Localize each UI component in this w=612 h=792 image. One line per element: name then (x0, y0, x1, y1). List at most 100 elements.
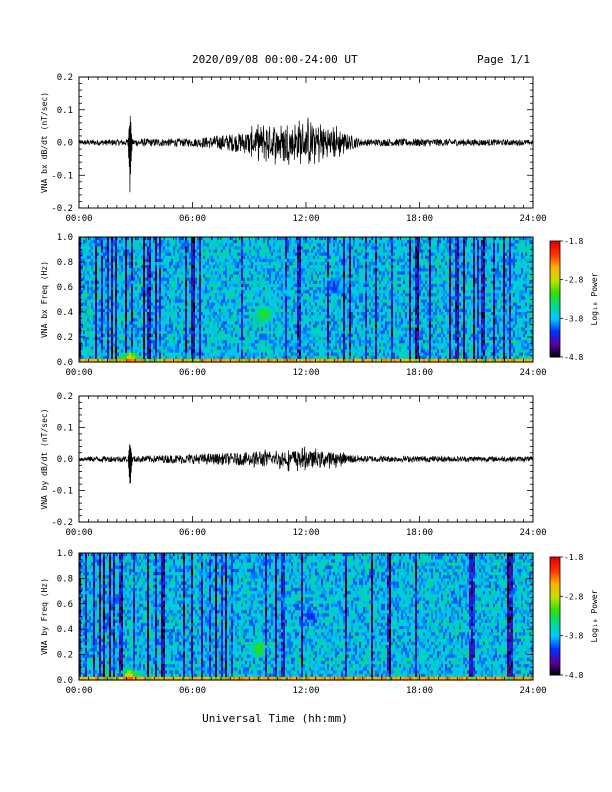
spectrogram-cell (87, 296, 90, 301)
spectrogram-cell (91, 327, 94, 332)
spectrogram-cell (127, 262, 130, 266)
spectrogram-cell (121, 308, 124, 313)
spectrogram-cell (81, 340, 84, 344)
spectrogram-cell (131, 315, 134, 319)
spectrogram-cell (97, 321, 100, 326)
spectrogram-cell (125, 321, 128, 326)
spectrogram-cell (117, 358, 120, 363)
spectrogram-cell (133, 312, 136, 316)
spectrogram-cell (135, 352, 138, 357)
spectrogram-cell (115, 315, 118, 319)
spectrogram-cell (97, 265, 100, 269)
spectrogram-cell (115, 287, 118, 291)
spectrogram-cell (111, 287, 114, 291)
spectrogram-cell (97, 268, 100, 272)
spectrogram-cell (133, 274, 136, 279)
spectrogram-cell (133, 246, 136, 251)
spectrogram-cell (105, 296, 108, 301)
spectrogram-cell (105, 308, 108, 313)
spectrogram-cell (93, 283, 96, 288)
spectrogram-cell (85, 299, 88, 304)
spectrogram-cell (103, 237, 106, 241)
spectrogram-cell (109, 283, 112, 288)
spectrogram-cell (89, 274, 92, 279)
spectrogram-cell (101, 287, 104, 291)
spectrogram-cell (97, 249, 100, 254)
spectrogram-cell (113, 271, 116, 276)
spectrogram-cell (91, 240, 94, 244)
spectrogram-cell (119, 255, 122, 260)
spectrogram-cell (95, 296, 98, 301)
spectrogram-cell (105, 324, 108, 329)
spectrogram-cell (109, 321, 112, 326)
spectrogram-cell (123, 349, 126, 354)
spectrogram-cell (117, 258, 120, 263)
spectrogram-cell (121, 324, 124, 329)
spectrogram-cell (99, 352, 102, 357)
spectrogram-cell (105, 237, 108, 241)
spectrogram-cell (79, 327, 82, 332)
spectrogram-cell (131, 355, 134, 360)
spectrogram-cell (125, 302, 128, 307)
spectrogram-cell (83, 240, 86, 244)
spectrogram-cell (83, 302, 86, 307)
spectrogram-cell (133, 249, 136, 254)
spectrogram-cell (83, 343, 86, 347)
spectrogram-cell (131, 346, 134, 351)
spectrogram-cell (93, 249, 96, 254)
spectrogram-cell (131, 287, 134, 291)
spectrogram-cell (103, 358, 106, 363)
spectrogram-cell (115, 343, 118, 347)
spectrogram-cell (131, 262, 134, 266)
spectrogram-cell (115, 312, 118, 316)
spectrogram-cell (87, 321, 90, 326)
spectrogram-cell (129, 255, 132, 260)
spectrogram-cell (101, 318, 104, 322)
spectrogram-cell (133, 293, 136, 297)
spectrogram-cell (95, 302, 98, 307)
spectrogram-cell (107, 246, 110, 251)
spectrogram-cell (109, 315, 112, 319)
spectrogram-cell (91, 274, 94, 279)
spectrogram-cell (97, 355, 100, 360)
spectrogram-cell (109, 305, 112, 310)
spectrogram-cell (103, 302, 106, 307)
spectrogram-cell (119, 283, 122, 288)
spectrogram-cell (81, 290, 84, 294)
spectrogram-cell (127, 330, 130, 335)
spectrogram-cell (89, 283, 92, 288)
spectrogram-cell (95, 271, 98, 276)
spectrogram-cell (79, 349, 82, 354)
spectrogram-cell (113, 330, 116, 335)
spectrogram-cell (113, 312, 116, 316)
spectrogram-cell (85, 312, 88, 316)
spectrogram-cell (111, 262, 114, 266)
spectrogram-cell (123, 315, 126, 319)
spectrogram-cell (105, 312, 108, 316)
spectrogram-cell (79, 243, 82, 247)
spectrogram-cell (121, 274, 124, 279)
spectrogram-cell (117, 352, 120, 357)
spectrogram-cell (83, 265, 86, 269)
spectrogram-cell (85, 258, 88, 263)
spectrogram-cell (131, 324, 134, 329)
spectrogram-cell (89, 318, 92, 322)
spectrogram-cell (131, 271, 134, 276)
y-tick-label: -0.2 (51, 204, 73, 214)
spectrogram-cell (109, 249, 112, 254)
spectrogram-cell (87, 299, 90, 304)
spectrogram-cell (131, 274, 134, 279)
spectrogram-cell (113, 277, 116, 282)
spectrogram-cell (99, 327, 102, 332)
spectrogram-cell (135, 333, 138, 338)
spectrogram-cell (129, 340, 132, 344)
spectrogram-cell (109, 333, 112, 338)
spectrogram-cell (87, 302, 90, 307)
spectrogram-cell (83, 271, 86, 276)
spectrogram-cell (95, 333, 98, 338)
spectrogram-cell (105, 246, 108, 251)
spectrogram-cell (115, 296, 118, 301)
spectrogram-cell (101, 262, 104, 266)
spectrogram-cell (91, 346, 94, 351)
signal-trace (78, 115, 534, 193)
